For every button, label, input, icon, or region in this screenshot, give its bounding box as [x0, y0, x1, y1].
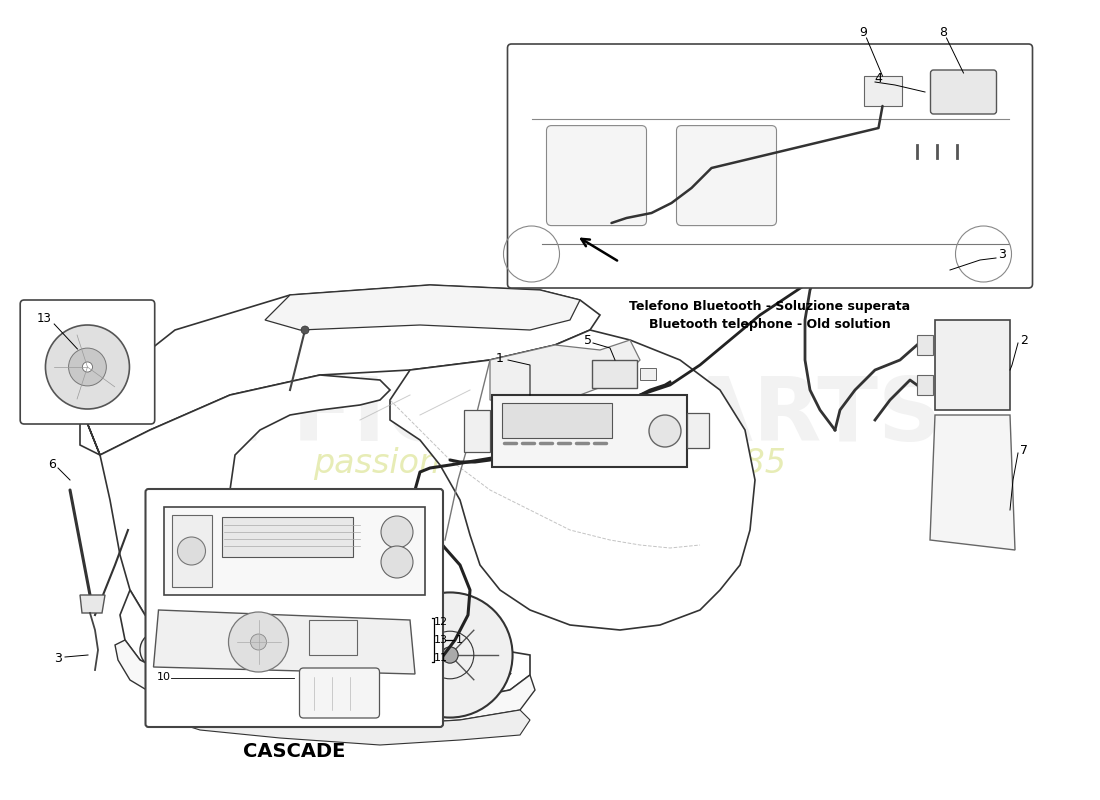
Text: 6: 6 — [48, 458, 56, 471]
Polygon shape — [80, 375, 390, 625]
Polygon shape — [265, 285, 580, 330]
FancyBboxPatch shape — [640, 368, 656, 380]
FancyBboxPatch shape — [502, 403, 612, 438]
FancyBboxPatch shape — [592, 360, 637, 388]
Text: 3: 3 — [54, 651, 62, 665]
Circle shape — [649, 415, 681, 447]
FancyBboxPatch shape — [507, 44, 1033, 288]
Circle shape — [442, 647, 459, 663]
Text: Telefono Bluetooth - Soluzione superata: Telefono Bluetooth - Soluzione superata — [629, 300, 911, 313]
FancyBboxPatch shape — [145, 489, 443, 727]
Text: 5: 5 — [584, 334, 592, 346]
Text: FERRARI: FERRARI — [180, 586, 220, 594]
FancyBboxPatch shape — [221, 517, 353, 557]
Text: 2: 2 — [1020, 334, 1027, 346]
FancyBboxPatch shape — [864, 76, 902, 106]
Polygon shape — [930, 415, 1015, 550]
Text: 7: 7 — [1020, 443, 1028, 457]
Polygon shape — [80, 285, 600, 455]
Circle shape — [45, 325, 130, 409]
Polygon shape — [116, 640, 535, 725]
Text: OFFICINAPARTS: OFFICINAPARTS — [157, 373, 943, 459]
Polygon shape — [148, 695, 530, 745]
Text: CASCADE: CASCADE — [243, 742, 345, 761]
FancyBboxPatch shape — [464, 410, 490, 452]
Text: 10: 10 — [156, 672, 170, 682]
FancyBboxPatch shape — [917, 335, 933, 355]
Polygon shape — [80, 595, 104, 613]
Polygon shape — [120, 590, 530, 705]
Polygon shape — [490, 340, 640, 405]
Circle shape — [183, 613, 207, 637]
Circle shape — [301, 326, 309, 334]
Polygon shape — [390, 330, 755, 630]
Text: Bluetooth telephone - Old solution: Bluetooth telephone - Old solution — [649, 318, 891, 331]
Text: 9: 9 — [859, 26, 868, 39]
FancyBboxPatch shape — [299, 668, 380, 718]
FancyBboxPatch shape — [902, 87, 976, 148]
FancyBboxPatch shape — [547, 126, 647, 226]
Text: 12: 12 — [434, 617, 448, 627]
FancyBboxPatch shape — [688, 413, 710, 448]
Text: 13: 13 — [434, 635, 448, 645]
FancyBboxPatch shape — [676, 126, 777, 226]
FancyBboxPatch shape — [931, 70, 997, 114]
Circle shape — [82, 362, 92, 372]
Polygon shape — [154, 610, 415, 674]
Circle shape — [387, 593, 513, 718]
Text: passion for parts since 1985: passion for parts since 1985 — [314, 447, 786, 481]
FancyBboxPatch shape — [172, 515, 211, 587]
FancyBboxPatch shape — [164, 507, 425, 595]
Circle shape — [251, 634, 266, 650]
FancyBboxPatch shape — [935, 320, 1010, 410]
Circle shape — [381, 516, 412, 548]
Text: 1: 1 — [496, 351, 504, 365]
Circle shape — [381, 546, 412, 578]
FancyBboxPatch shape — [20, 300, 155, 424]
Circle shape — [170, 632, 206, 668]
FancyBboxPatch shape — [492, 395, 688, 467]
FancyBboxPatch shape — [308, 620, 356, 655]
Circle shape — [177, 537, 206, 565]
Text: 8: 8 — [939, 26, 947, 39]
Text: 1: 1 — [456, 635, 463, 645]
Text: 13: 13 — [36, 313, 52, 326]
Circle shape — [68, 348, 107, 386]
Text: 3: 3 — [998, 249, 1005, 262]
Text: 11: 11 — [434, 653, 448, 663]
Circle shape — [229, 612, 288, 672]
FancyBboxPatch shape — [917, 375, 933, 395]
Text: 4: 4 — [874, 71, 882, 85]
Circle shape — [140, 632, 176, 668]
